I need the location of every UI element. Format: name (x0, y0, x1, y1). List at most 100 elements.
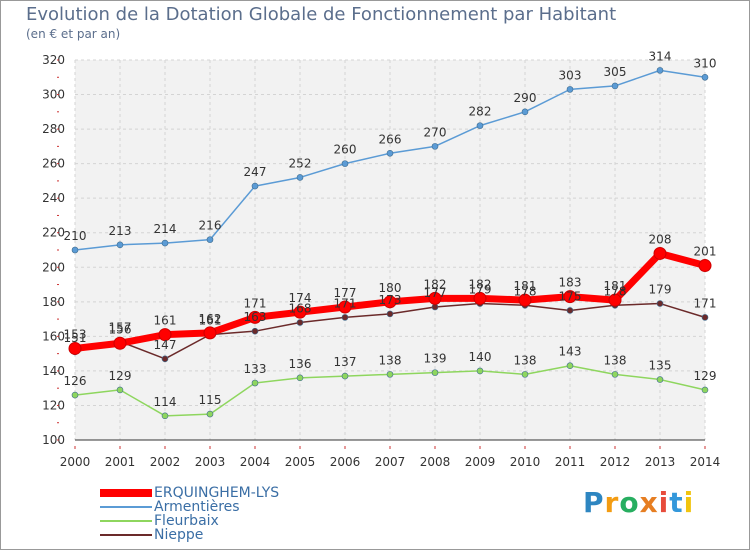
x-tick-label: 2008 (420, 455, 451, 469)
data-label-1: 303 (559, 68, 582, 82)
y-tick-label: 140 (42, 364, 65, 378)
data-label-0: 161 (154, 314, 177, 328)
data-point-2 (251, 379, 259, 387)
y-tick-label: 240 (42, 191, 65, 205)
data-label-2: 135 (649, 359, 672, 373)
legend-label-fleurbaix: Fleurbaix (154, 513, 219, 529)
data-label-0: 180 (379, 281, 402, 295)
data-point-0 (158, 328, 172, 342)
data-label-0: 208 (649, 232, 672, 246)
data-label-0: 181 (604, 279, 627, 293)
legend-label-nieppe: Nieppe (154, 527, 204, 543)
data-point-3 (386, 310, 394, 318)
data-point-0 (698, 259, 712, 273)
x-tick-label: 2006 (330, 455, 361, 469)
data-label-0: 174 (289, 291, 312, 305)
y-tick-label: 120 (42, 398, 65, 412)
data-label-2: 133 (244, 362, 267, 376)
legend-swatch-nieppe (100, 534, 152, 536)
logo-letter: i (658, 486, 670, 519)
data-label-1: 260 (334, 143, 357, 157)
data-point-0 (68, 341, 82, 355)
data-label-3: 175 (559, 289, 582, 303)
data-label-2: 126 (64, 374, 87, 388)
data-label-3: 179 (649, 283, 672, 297)
data-label-1: 252 (289, 156, 312, 170)
logo-letter: o (619, 486, 640, 519)
data-label-2: 137 (334, 355, 357, 369)
data-point-2 (206, 410, 214, 418)
data-point-1 (71, 246, 79, 254)
data-point-1 (656, 67, 664, 74)
data-label-1: 270 (424, 125, 447, 139)
data-label-1: 247 (244, 165, 267, 179)
data-point-2 (701, 386, 709, 394)
x-tick-label: 2001 (105, 455, 136, 469)
data-point-2 (341, 372, 349, 380)
data-label-3: 179 (469, 283, 492, 297)
data-point-3 (656, 300, 664, 307)
data-point-2 (521, 371, 529, 378)
data-point-2 (161, 412, 169, 420)
data-point-2 (656, 376, 664, 383)
data-label-3: 178 (514, 284, 537, 298)
x-tick-label: 2009 (465, 455, 496, 469)
data-label-2: 140 (469, 350, 492, 364)
legend-swatch-armentieres (100, 506, 152, 508)
axis-layer: 100 120 140 160 180 200 220 240 260 280 300 320 2000… (42, 53, 720, 469)
data-point-1 (161, 239, 169, 247)
data-label-1: 290 (514, 91, 537, 105)
chart-subtitle: (en € et par an) (26, 27, 121, 41)
data-point-2 (566, 362, 574, 370)
data-label-3: 171 (334, 296, 357, 310)
chart-title: Evolution de la Dotation Globale de Fonc… (26, 4, 617, 25)
data-point-2 (116, 386, 124, 394)
data-point-3 (701, 314, 709, 321)
x-tick-label: 2011 (555, 455, 586, 469)
data-label-1: 310 (694, 56, 717, 70)
y-tick-label: 320 (42, 53, 65, 67)
y-tick-label: 160 (42, 329, 65, 343)
data-point-1 (566, 86, 574, 93)
logo-letter: r (604, 486, 620, 519)
data-label-0: 201 (694, 245, 717, 259)
x-tick-label: 2012 (600, 455, 631, 469)
data-label-0: 182 (424, 277, 447, 291)
data-point-2 (296, 374, 304, 382)
data-point-0 (293, 305, 307, 319)
data-point-3 (296, 319, 304, 326)
data-label-2: 143 (559, 345, 582, 359)
data-point-0 (608, 293, 622, 307)
data-label-0: 156 (109, 322, 132, 336)
y-tick-label: 280 (42, 122, 65, 136)
data-label-0: 177 (334, 286, 357, 300)
y-tick-label: 200 (42, 260, 65, 274)
data-point-1 (386, 149, 394, 157)
y-tick-label: 100 (42, 433, 65, 447)
data-point-3 (566, 307, 574, 314)
data-label-3: 173 (379, 293, 402, 307)
legend-swatch-erquinghem (100, 489, 152, 497)
data-label-0: 182 (469, 277, 492, 291)
data-point-1 (341, 160, 349, 167)
data-point-3 (431, 303, 439, 311)
data-point-0 (518, 293, 532, 307)
data-point-3 (251, 327, 259, 335)
data-point-2 (71, 391, 79, 399)
data-label-0: 162 (199, 312, 222, 326)
data-label-3: 147 (154, 338, 177, 352)
y-tick-label: 300 (42, 88, 65, 102)
data-label-2: 138 (604, 353, 627, 367)
data-label-3: 151 (64, 331, 87, 345)
data-point-3 (341, 314, 349, 321)
data-label-1: 305 (604, 65, 627, 79)
data-point-2 (611, 371, 619, 378)
data-label-0: 183 (559, 276, 582, 290)
data-point-0 (248, 310, 262, 324)
data-point-0 (338, 300, 352, 314)
data-label-1: 210 (64, 229, 87, 243)
logo-letter: i (683, 486, 695, 519)
data-label-1: 314 (649, 49, 672, 63)
x-tick-label: 2005 (285, 455, 316, 469)
